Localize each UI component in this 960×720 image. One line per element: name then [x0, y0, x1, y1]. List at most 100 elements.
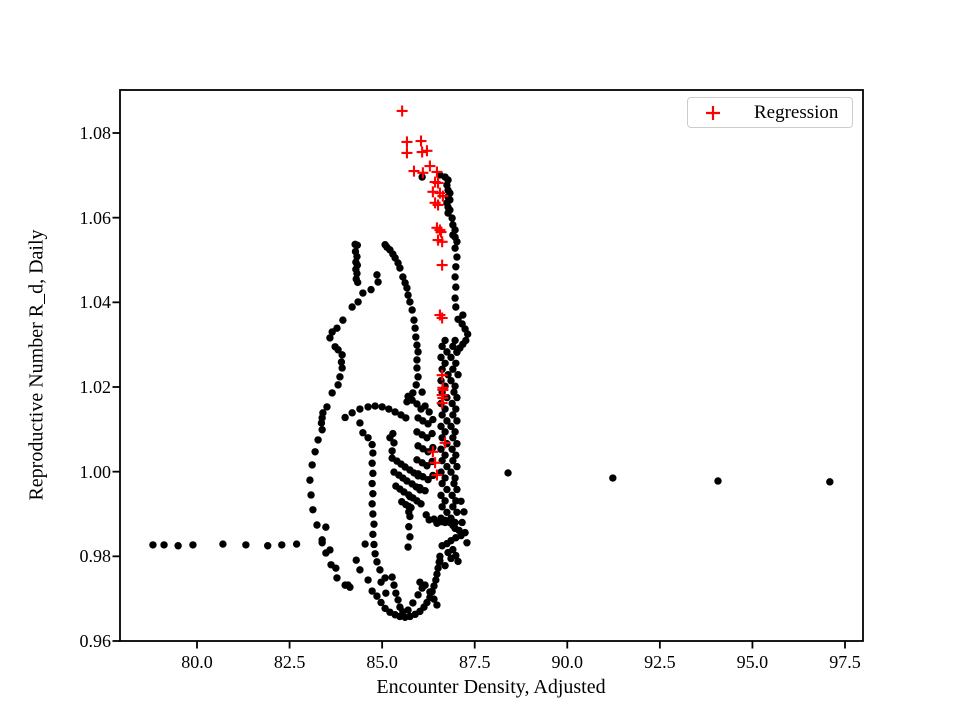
data-point [438, 503, 446, 511]
data-point [416, 486, 424, 494]
data-point [433, 601, 441, 609]
data-point [438, 479, 446, 488]
data-point [403, 284, 411, 292]
data-point [334, 381, 342, 389]
data-point [423, 462, 431, 470]
data-point [338, 364, 346, 372]
data-point [448, 399, 456, 408]
data-point [444, 548, 452, 557]
data-point [424, 476, 432, 484]
data-point [311, 448, 319, 456]
regression-point [401, 136, 413, 148]
data-point [368, 440, 376, 449]
y-tick-label: 1.08 [79, 123, 112, 143]
data-point [404, 392, 412, 401]
data-point [452, 283, 460, 291]
data-point [452, 263, 460, 271]
data-point [160, 541, 168, 549]
regression-point [431, 469, 443, 481]
data-point [454, 557, 462, 566]
data-point [364, 576, 372, 584]
data-point [368, 459, 376, 467]
data-point [318, 426, 326, 434]
regression-point [429, 457, 441, 469]
data-point [373, 558, 381, 566]
data-point [432, 576, 440, 584]
data-point [449, 411, 457, 419]
data-point [356, 405, 364, 413]
data-point [459, 311, 467, 319]
data-point [452, 405, 460, 413]
data-point [322, 549, 330, 557]
data-point [435, 558, 443, 566]
data-point [413, 400, 421, 408]
data-point [404, 291, 412, 299]
data-point [390, 439, 398, 447]
data-point [356, 419, 364, 427]
data-point [406, 533, 414, 541]
data-point [411, 324, 419, 332]
data-point [292, 540, 301, 548]
data-point [609, 474, 617, 482]
data-point [368, 500, 376, 508]
data-point [377, 578, 385, 586]
data-point [369, 489, 377, 498]
data-point [449, 456, 457, 465]
regression-point [424, 160, 436, 172]
data-point [452, 303, 460, 311]
regression-point [427, 186, 439, 198]
data-point [453, 417, 461, 425]
data-point [364, 434, 372, 442]
regression-point [432, 177, 444, 189]
data-point [354, 278, 362, 287]
data-point [377, 598, 385, 607]
data-point [353, 269, 361, 278]
data-point [309, 506, 317, 514]
y-tick-label: 0.98 [79, 546, 112, 567]
data-point [452, 359, 460, 367]
data-point [437, 491, 445, 500]
data-point [333, 574, 341, 582]
legend: Regression [687, 97, 853, 128]
regression-point [436, 312, 448, 324]
data-point [353, 252, 361, 261]
data-point [307, 491, 315, 499]
data-point [826, 478, 834, 486]
data-point [394, 596, 402, 604]
data-point [448, 214, 456, 222]
data-point [441, 497, 449, 505]
data-point [414, 373, 422, 381]
data-point [463, 539, 471, 547]
data-point [369, 469, 377, 478]
data-point [441, 336, 449, 345]
regression-point [436, 259, 448, 271]
data-point [364, 403, 372, 411]
data-point [368, 479, 376, 488]
data-point [444, 209, 452, 217]
data-point [453, 440, 461, 448]
data-point [405, 523, 413, 531]
data-point [447, 376, 455, 385]
data-point [318, 536, 326, 544]
data-point [450, 388, 458, 396]
data-point [454, 371, 462, 379]
data-point [457, 497, 465, 505]
data-point [353, 241, 362, 249]
data-point [410, 316, 418, 324]
data-point [451, 382, 459, 390]
x-tick-label: 95.0 [736, 652, 769, 672]
data-point [373, 592, 381, 600]
data-point [374, 278, 382, 286]
data-point [392, 589, 400, 597]
regression-point [408, 165, 420, 177]
data-point [444, 371, 452, 379]
regression-point [415, 135, 427, 147]
regression-point [416, 146, 428, 158]
data-point [417, 500, 425, 508]
data-point [242, 541, 250, 549]
x-tick-label: 80.0 [181, 652, 213, 672]
data-point [328, 328, 336, 336]
data-point [414, 591, 422, 599]
data-point [438, 411, 446, 419]
